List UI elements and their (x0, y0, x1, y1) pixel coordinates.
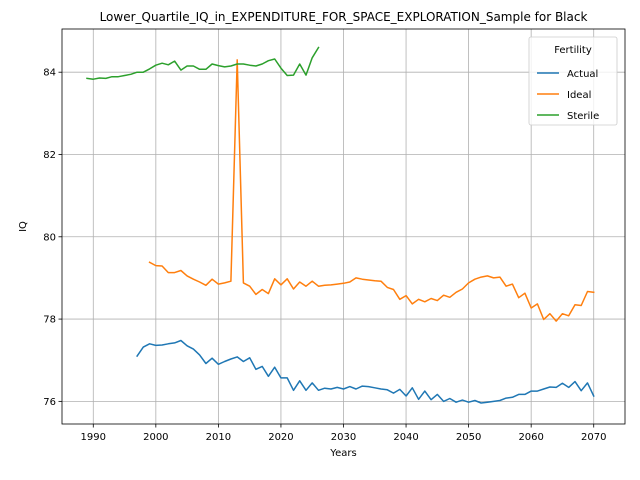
series-line-sterile (86, 46, 320, 80)
y-tick-label: 78 (43, 315, 56, 326)
x-tick-label: 2010 (206, 432, 231, 443)
x-tick-label: 2060 (518, 432, 543, 443)
x-tick-label: 2000 (143, 432, 168, 443)
series-line-actual (136, 339, 595, 404)
y-tick-label: 82 (43, 150, 56, 161)
chart-title: Lower_Quartile_IQ_in_EXPENDITURE_FOR_SPA… (100, 10, 588, 24)
legend-label-ideal: Ideal (567, 90, 591, 101)
y-tick-label: 80 (43, 232, 56, 243)
x-tick-label: 1990 (81, 432, 106, 443)
legend-box (528, 36, 618, 126)
x-axis-label: Years (329, 448, 356, 459)
legend-label-sterile: Sterile (567, 111, 599, 122)
legend-title: Fertility (554, 45, 592, 56)
y-axis: 76 78 80 82 84 (43, 68, 62, 408)
x-tick-label: 2040 (393, 432, 418, 443)
y-tick-label: 76 (43, 397, 56, 408)
y-axis-label: IQ (18, 221, 29, 232)
series-lines (86, 46, 595, 404)
x-tick-label: 2030 (331, 432, 356, 443)
x-axis: 1990 2000 2010 2020 2030 2040 2050 2060 2070 (81, 424, 606, 443)
legend: Fertility Actual Ideal Sterile (528, 36, 618, 126)
x-tick-label: 2020 (268, 432, 293, 443)
series-line-ideal (148, 59, 595, 322)
y-tick-label: 84 (43, 68, 56, 79)
x-tick-label: 2050 (456, 432, 481, 443)
legend-items: Actual Ideal Sterile (537, 69, 599, 122)
legend-label-actual: Actual (567, 69, 598, 80)
x-tick-label: 2070 (581, 432, 606, 443)
